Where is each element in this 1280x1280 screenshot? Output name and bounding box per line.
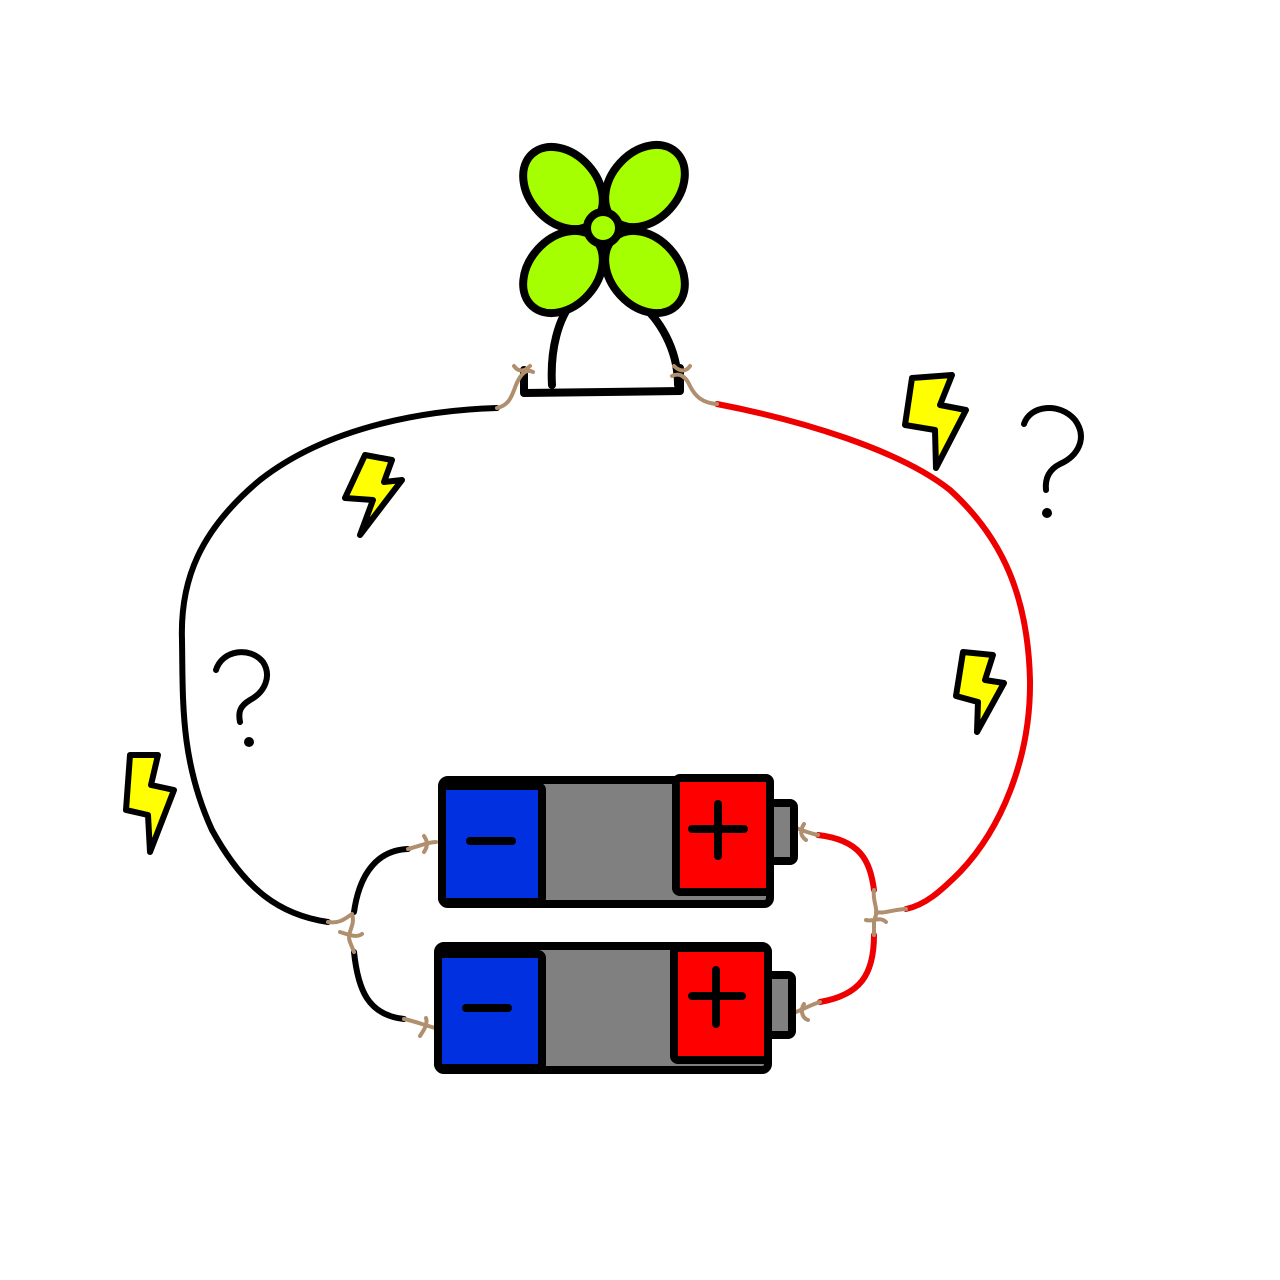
battery-positive-end [670,944,772,1064]
negative-main-wire [178,405,500,925]
question-mark-dot [1042,508,1052,518]
battery-positive-end [672,774,774,896]
plus-sign [688,800,748,860]
negative-branch-wire-bottom [351,949,407,1022]
connector-battery2-positive [794,1000,822,1022]
wire-connectors [326,364,908,1038]
positive-branch-wire-bottom [817,932,877,1005]
lightning-bolt-icon [902,372,969,471]
question-mark-icon [213,649,270,725]
positive-wires [714,401,1034,1005]
connector-negative-junction [326,912,364,954]
negative-branch-wire-top [351,846,411,915]
fan-hub [583,208,623,248]
connector-fan-negative [495,364,535,410]
battery-icon [434,942,796,1074]
lightning-bolt-icon [123,752,177,855]
connector-fan-positive [670,364,719,406]
question-mark-dot [244,737,254,747]
lightning-bolt-icon [953,649,1007,735]
fan-base [520,364,684,397]
plus-sign [688,966,746,1028]
question-mark-icon [1021,405,1084,493]
connector-battery1-positive [794,822,820,842]
question-marks [213,405,1084,747]
connector-battery2-negative [402,1016,438,1038]
sparks [123,372,1007,855]
negative-wires [178,405,500,1022]
positive-branch-wire-top [815,832,877,893]
connector-battery1-negative [406,834,438,854]
connector-positive-junction [864,888,908,937]
fan-icon [519,140,689,397]
battery-icon [438,774,798,908]
lightning-bolt-icon [342,452,405,538]
positive-main-wire [714,401,1034,912]
